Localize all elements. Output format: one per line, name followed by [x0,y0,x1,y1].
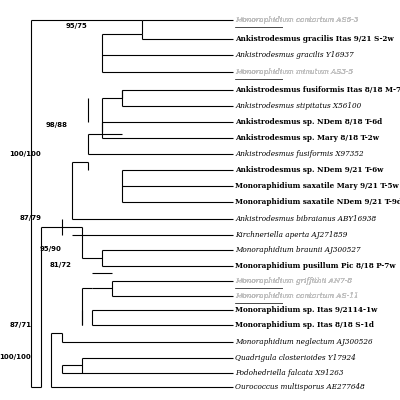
Text: Monoraphidium pusillum Pic 8/18 P-7w: Monoraphidium pusillum Pic 8/18 P-7w [235,262,396,270]
Text: Monoraphidium saxatile Mary 9/21 T-5w: Monoraphidium saxatile Mary 9/21 T-5w [235,182,399,190]
Text: Ankistrodesmus fusiformis Itas 8/18 M-7w: Ankistrodesmus fusiformis Itas 8/18 M-7w [235,86,400,94]
Text: Ankistrodesmus gracilis Itas 9/21 S-2w: Ankistrodesmus gracilis Itas 9/21 S-2w [235,35,394,43]
Text: 81/72: 81/72 [50,262,72,268]
Text: 87/71: 87/71 [9,322,31,328]
Text: Monoraphidium sp. Itas 8/18 S-1d: Monoraphidium sp. Itas 8/18 S-1d [235,321,374,329]
Text: Ourococcus multisporus AE277648: Ourococcus multisporus AE277648 [235,384,365,392]
Text: Monoraphidium contortum AS-11: Monoraphidium contortum AS-11 [235,292,359,300]
Text: Monoraphidium contortum AS-11: Monoraphidium contortum AS-11 [235,292,359,300]
Text: Monoraphidium sp. Itas 9/2114-1w: Monoraphidium sp. Itas 9/2114-1w [235,306,378,314]
Text: Ankistrodesmus sp. NDem 8/18 T-6d: Ankistrodesmus sp. NDem 8/18 T-6d [235,118,382,126]
Text: 100/100: 100/100 [10,150,41,156]
Text: Monoraphidium saxatile NDem 9/21 T-9d: Monoraphidium saxatile NDem 9/21 T-9d [235,198,400,206]
Text: 87/79: 87/79 [19,215,41,221]
Text: Ankistrodesmus gracilis Y16937: Ankistrodesmus gracilis Y16937 [235,51,354,59]
Text: Monoraphidium contortum AS6-3: Monoraphidium contortum AS6-3 [235,16,358,24]
Text: Ankistrodesmus stipitatus X56100: Ankistrodesmus stipitatus X56100 [235,102,361,110]
Text: Podohedriella falcata X91263: Podohedriella falcata X91263 [235,368,344,376]
Text: Monoraphidium neglectum AJ300526: Monoraphidium neglectum AJ300526 [235,338,373,346]
Text: 95/90: 95/90 [40,246,62,252]
Text: Monoraphidium griffithii AN7-8: Monoraphidium griffithii AN7-8 [235,277,352,285]
Text: Monoraphidium braunii AJ300527: Monoraphidium braunii AJ300527 [235,246,361,254]
Text: Kirchneriella aperta AJ271859: Kirchneriella aperta AJ271859 [235,231,348,239]
Text: 100/100: 100/100 [0,354,31,360]
Text: Ankistrodesmus bibraianus ABY16938: Ankistrodesmus bibraianus ABY16938 [235,215,376,223]
Text: Monoraphidium minutum AS3-5: Monoraphidium minutum AS3-5 [235,68,353,76]
Text: Quadrigula closterioides Y17924: Quadrigula closterioides Y17924 [235,354,356,362]
Text: Ankistrodesmus sp. Mary 8/18 T-2w: Ankistrodesmus sp. Mary 8/18 T-2w [235,134,379,142]
Text: Monoraphidium contortum AS6-3: Monoraphidium contortum AS6-3 [235,16,358,24]
Text: 95/75: 95/75 [66,23,88,29]
Text: Monoraphidium minutum AS3-5: Monoraphidium minutum AS3-5 [235,68,353,76]
Text: Monoraphidium griffithii AN7-8: Monoraphidium griffithii AN7-8 [235,277,352,285]
Text: Ankistrodesmus fusiformis X97352: Ankistrodesmus fusiformis X97352 [235,150,364,158]
Text: 98/88: 98/88 [46,122,68,128]
Text: Ankistrodesmus sp. NDem 9/21 T-6w: Ankistrodesmus sp. NDem 9/21 T-6w [235,166,384,174]
